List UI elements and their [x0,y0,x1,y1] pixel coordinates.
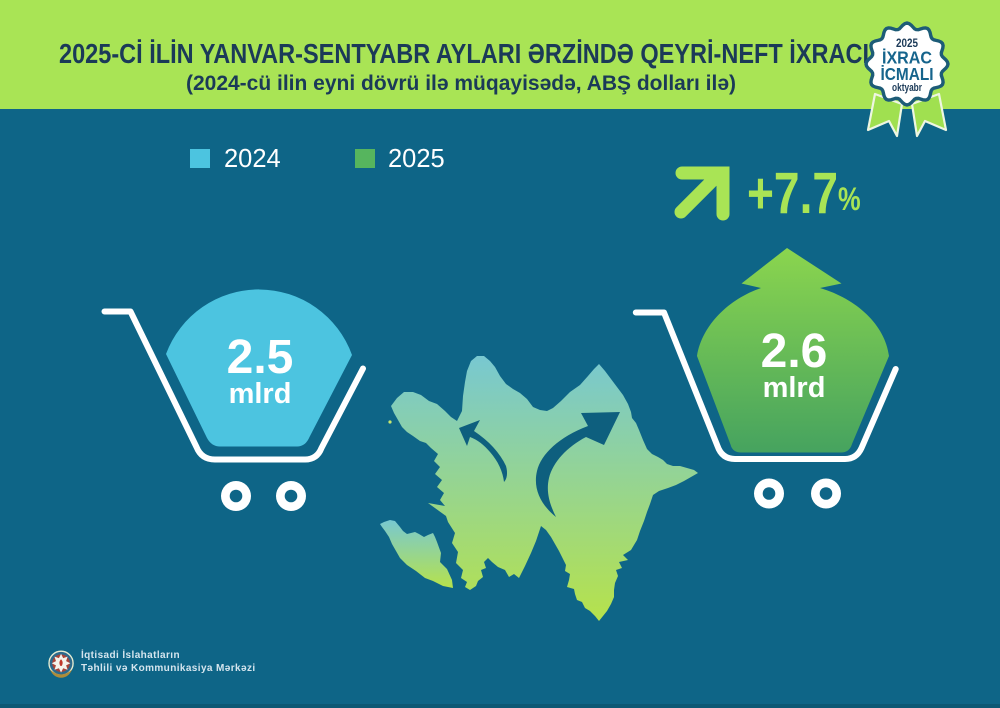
svg-text:İCMALI: İCMALI [881,64,934,84]
svg-text:İXRAC: İXRAC [882,48,932,68]
svg-text:oktyabr: oktyabr [892,82,923,94]
svg-text:2025: 2025 [896,38,919,50]
